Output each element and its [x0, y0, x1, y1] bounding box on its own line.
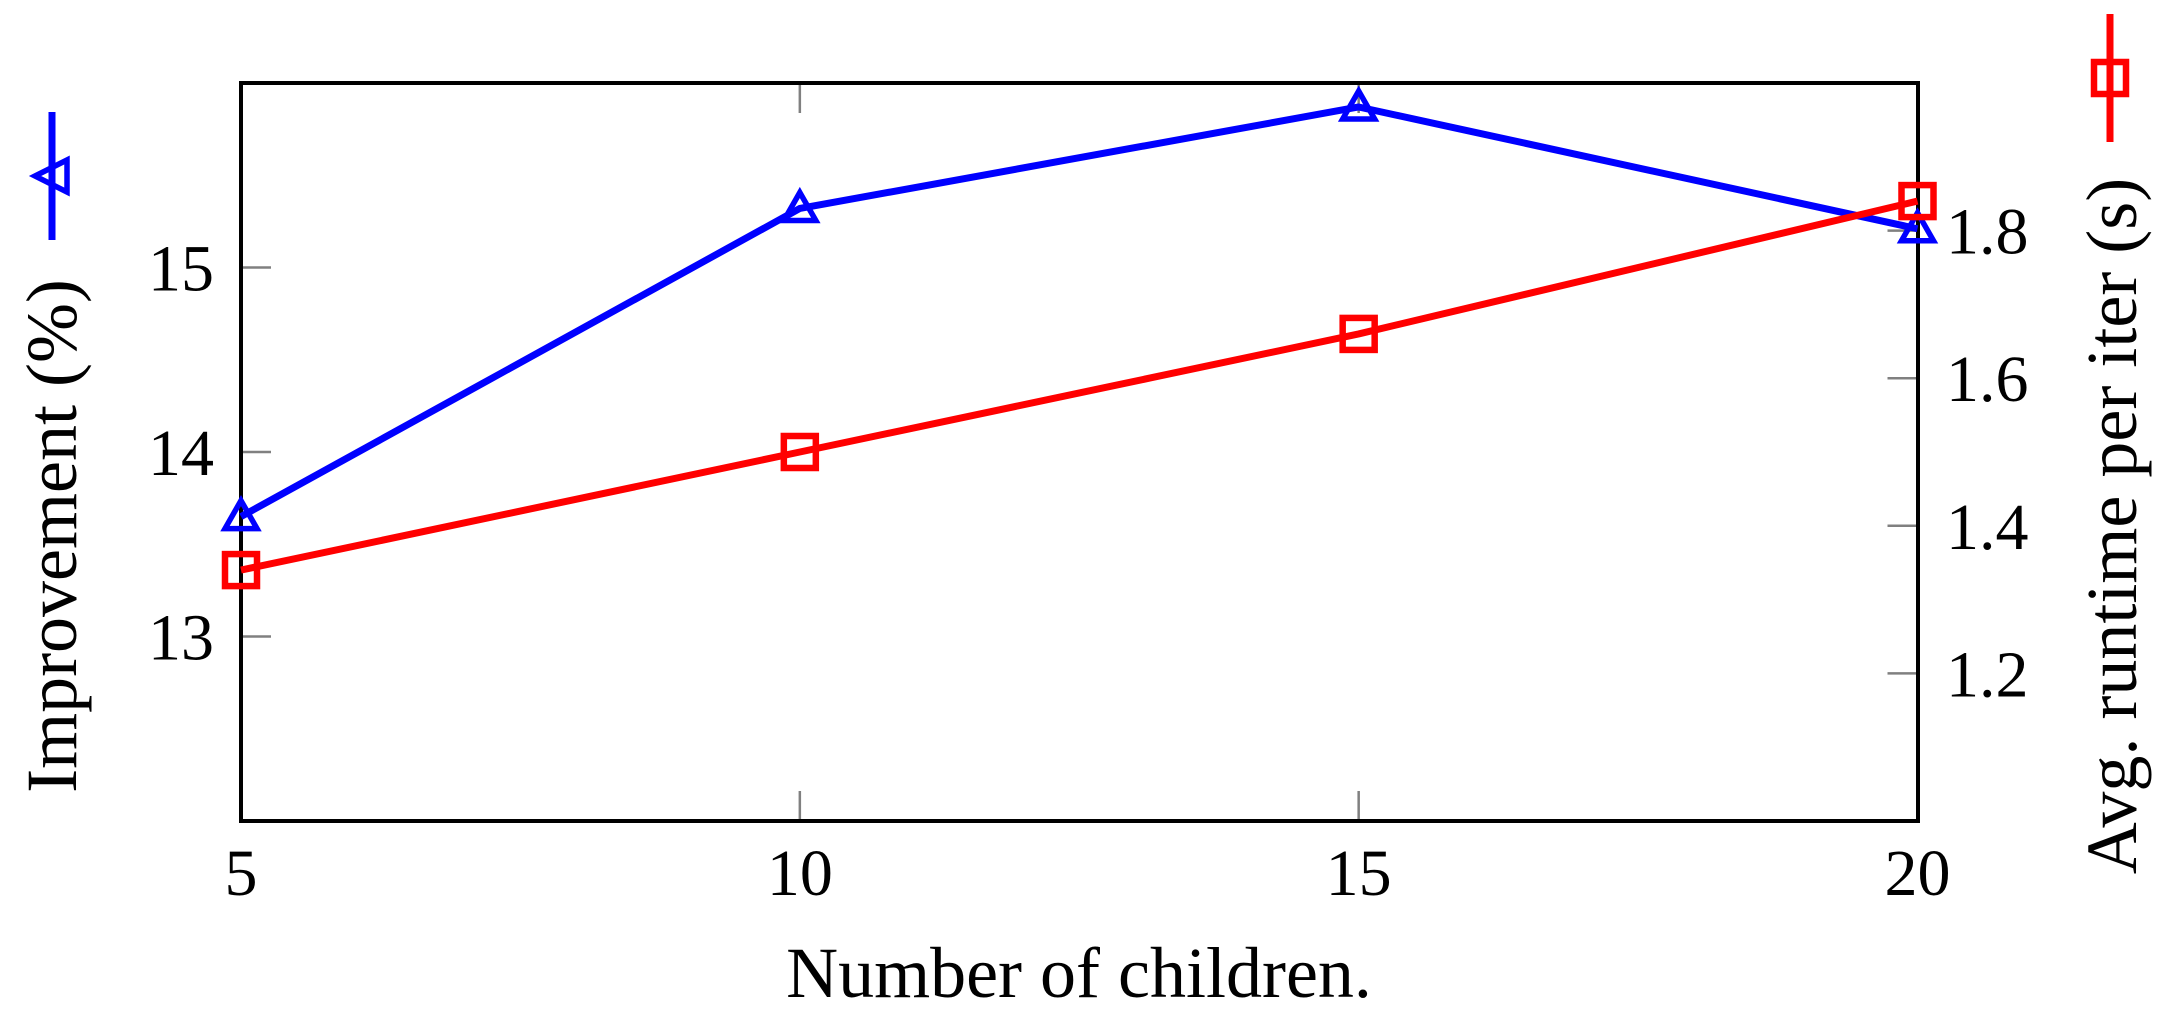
left-y-tick-label: 14 [148, 417, 214, 490]
series-line-0 [239, 103, 1919, 520]
series-1-square-marker [221, 550, 261, 590]
series-0-triangle-marker [220, 495, 262, 532]
series-1-square-marker [1898, 181, 1937, 221]
left-y-tick-label: 15 [148, 233, 214, 306]
right-y-tick-labels: 1.2 1.4 1.6 1.8 [1946, 196, 2029, 712]
x-tick-labels: 5 10 15 20 [225, 837, 1951, 910]
series-line-1 [240, 197, 1919, 574]
runtime-legend-marker [2090, 58, 2130, 98]
left-y-axis-label: Improvement (%) [12, 279, 92, 793]
series-lines [239, 103, 1919, 574]
improvement-legend-icon [28, 112, 70, 240]
left-y-tick-label: 13 [148, 602, 214, 675]
plot-border [239, 81, 1920, 823]
series-markers [220, 85, 1939, 590]
right-y-tick-label: 1.4 [1946, 491, 2029, 564]
x-axis-label: Number of children. [786, 933, 1372, 1013]
x-tick-label: 5 [225, 837, 258, 910]
series-0-triangle-marker [1337, 85, 1380, 122]
right-y-axis-label: Avg. runtime per iter (s) [2072, 178, 2152, 874]
series-1-square-marker [780, 432, 820, 472]
series-1-square-marker [1339, 314, 1378, 354]
left-y-tick-labels: 13 14 15 [148, 233, 214, 675]
x-tick-label: 10 [767, 837, 833, 910]
right-y-tick-marks [1887, 229, 1918, 675]
right-y-tick-label: 1.2 [1946, 638, 2029, 711]
right-y-tick-label: 1.6 [1946, 343, 2029, 416]
runtime-legend-icon [2090, 14, 2130, 142]
x-tick-label: 20 [1885, 837, 1951, 910]
series-0-triangle-marker [1896, 207, 1939, 244]
right-y-tick-label: 1.8 [1946, 196, 2029, 269]
series-0-triangle-marker [779, 186, 821, 224]
improvement-legend-marker [28, 155, 70, 197]
x-tick-label: 15 [1326, 837, 1392, 910]
left-y-tick-marks [241, 266, 271, 638]
